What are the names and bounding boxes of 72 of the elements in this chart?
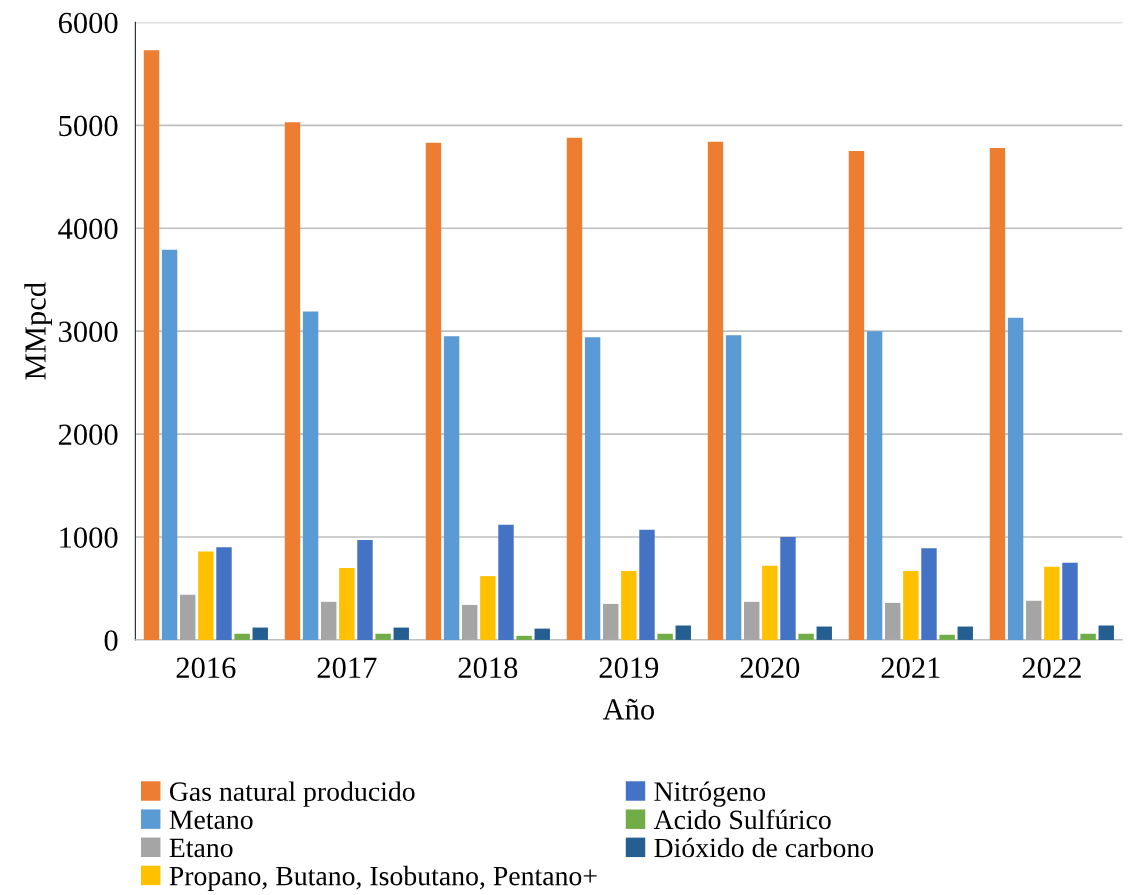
y-tick-label: 4000 [58,218,118,240]
bar [621,570,637,640]
x-tick-label: 2018 [458,657,518,679]
bar [375,633,391,640]
bar [1080,633,1096,640]
bar [657,633,673,640]
bar [516,635,532,640]
x-tick-label: 2016 [176,657,236,679]
bar [252,627,268,640]
bar [234,633,250,640]
bar [921,548,937,640]
bar [1062,562,1078,640]
bar [566,137,583,640]
bar [302,311,319,640]
bar [725,335,742,640]
bar [885,602,901,640]
bar [480,576,496,640]
bar [903,570,919,640]
bar [603,603,619,640]
bar [534,628,550,640]
y-tick-label: 2000 [58,424,118,445]
bar [1044,566,1060,640]
bar [161,249,178,640]
bar [848,151,865,640]
bar [339,567,355,640]
legend-label: Etano [169,838,233,858]
x-axis-title: Año [602,698,655,720]
y-tick-label: 0 [104,630,118,651]
x-tick-label: 2022 [1022,657,1081,679]
bar [321,601,337,640]
legend-label: Nitrógeno [654,781,766,807]
bar [462,604,478,640]
bar [584,337,601,640]
bar [1007,317,1024,640]
bar [989,147,1006,640]
bar [216,547,232,640]
y-tick-label: 3000 [59,321,118,343]
bar [707,141,724,640]
x-tick-label: 2019 [599,657,659,679]
bar [1098,625,1114,640]
bar [939,634,955,640]
bar [180,594,196,640]
legend-label: Metano [169,810,253,830]
y-tick-label: 6000 [58,12,118,34]
legend-label: Acido Sulfúrico [653,809,831,830]
bar [357,540,373,640]
x-tick-label: 2020 [740,657,800,679]
bar [744,601,760,640]
bar [675,625,691,640]
y-tick-label: 5000 [59,115,118,137]
legend-label: Gas natural producido [169,781,415,807]
legend-label: Dióxido de carbono [654,837,874,858]
bar [498,524,514,640]
bar [798,633,814,640]
bar [425,142,442,640]
bar [762,565,778,640]
legend-label: Propano, Butano, Isobutano, Pentano+ [169,865,597,892]
x-tick-label: 2021 [881,657,940,679]
bar [1026,600,1042,640]
x-tick-label: 2017 [317,657,377,679]
bar [198,551,214,640]
y-axis-title: MMpcd [24,282,53,380]
bar [284,122,301,640]
bar [816,626,832,640]
bar [143,50,160,640]
y-tick-label: 1000 [60,527,118,548]
bar [780,537,796,640]
bar [957,626,973,640]
bar [639,529,655,640]
bar [443,336,460,640]
bar [393,627,409,640]
bar [866,331,883,640]
